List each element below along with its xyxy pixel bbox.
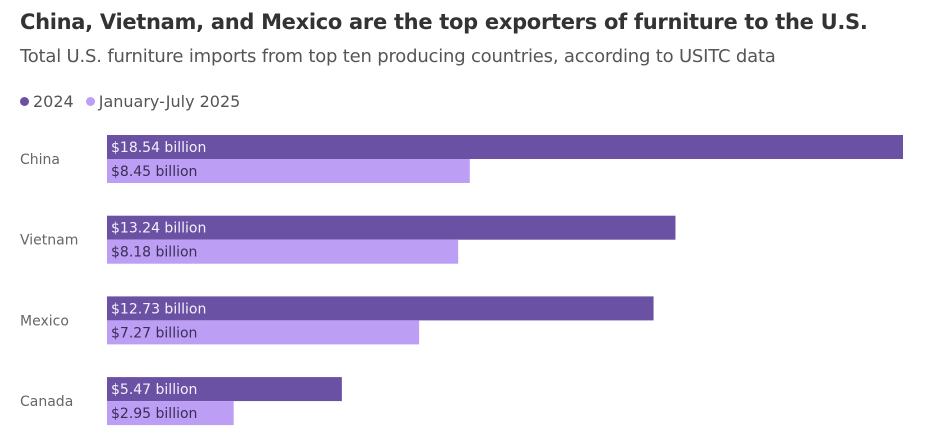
legend: 2024 January-July 2025 (20, 92, 240, 111)
data-label: $8.45 billion (111, 164, 197, 180)
bar-vietnam-2025 (107, 239, 459, 264)
data-label: $7.27 billion (111, 325, 197, 341)
legend-item-2025: January-July 2025 (85, 92, 241, 111)
bar-canada-2024 (107, 377, 342, 402)
bar-canada-2025 (107, 401, 234, 426)
data-label: $2.95 billion (111, 406, 197, 422)
category-label: Vietnam (20, 233, 78, 249)
data-label: $12.73 billion (111, 301, 206, 317)
chart-title: China, Vietnam, and Mexico are the top e… (20, 10, 868, 34)
bar-china-2024 (107, 135, 903, 159)
legend-label: 2024 (33, 92, 74, 111)
data-label: $5.47 billion (111, 382, 197, 398)
data-label: $8.18 billion (111, 245, 197, 261)
bar-china-2025 (107, 159, 470, 183)
category-label: Mexico (20, 313, 69, 329)
legend-dot-icon (85, 97, 95, 106)
bar-vietnam-2024 (107, 215, 676, 240)
data-label: $13.24 billion (111, 221, 206, 237)
chart-subtitle: Total U.S. furniture imports from top te… (20, 46, 776, 67)
bar-mexico-2025 (107, 320, 420, 345)
bar-mexico-2024 (107, 296, 654, 321)
category-label: China (20, 152, 60, 168)
data-label: $18.54 billion (111, 140, 206, 156)
legend-dot-icon (20, 97, 29, 106)
legend-label: January-July 2025 (98, 92, 241, 111)
legend-item-2024: 2024 (20, 92, 74, 111)
category-label: Canada (20, 394, 73, 410)
